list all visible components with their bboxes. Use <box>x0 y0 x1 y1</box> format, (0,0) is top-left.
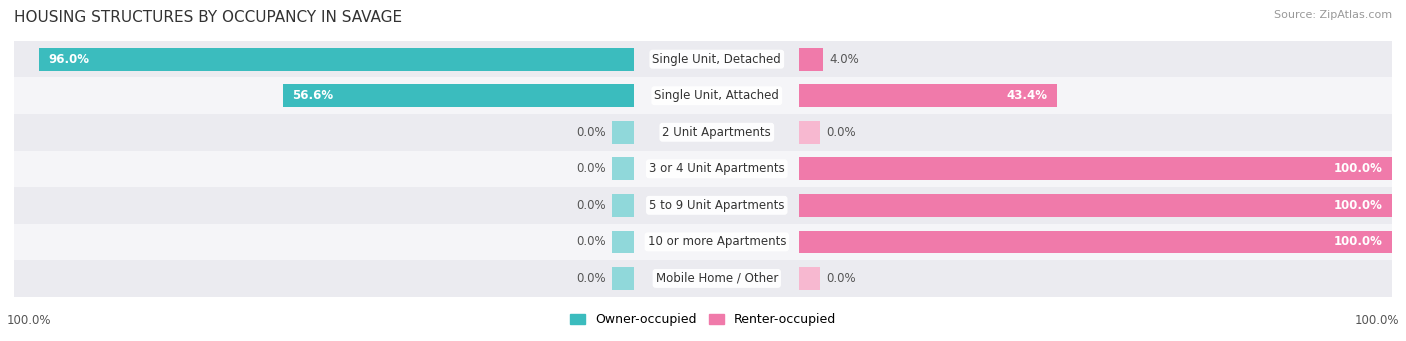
Text: Single Unit, Attached: Single Unit, Attached <box>654 89 779 102</box>
Text: 100.0%: 100.0% <box>1334 199 1384 212</box>
Text: 0.0%: 0.0% <box>827 272 856 285</box>
Bar <box>634 77 800 114</box>
Text: 100.0%: 100.0% <box>1354 314 1399 327</box>
Bar <box>800 114 1392 150</box>
Bar <box>800 267 820 290</box>
Bar <box>613 158 634 180</box>
Bar <box>14 150 634 187</box>
Text: 10 or more Apartments: 10 or more Apartments <box>648 235 786 248</box>
Text: 0.0%: 0.0% <box>576 162 606 175</box>
Bar <box>800 231 1392 253</box>
Text: Single Unit, Detached: Single Unit, Detached <box>652 53 782 66</box>
Bar <box>800 158 1392 180</box>
Text: 100.0%: 100.0% <box>7 314 52 327</box>
Text: 43.4%: 43.4% <box>1007 89 1047 102</box>
Bar <box>634 41 800 77</box>
Text: 100.0%: 100.0% <box>1334 162 1384 175</box>
Bar <box>800 85 1056 107</box>
Bar <box>800 194 1392 217</box>
Text: Source: ZipAtlas.com: Source: ZipAtlas.com <box>1274 10 1392 20</box>
Bar <box>14 77 634 114</box>
Bar <box>800 41 1392 77</box>
Text: 96.0%: 96.0% <box>48 53 89 66</box>
Bar <box>634 260 800 297</box>
Bar <box>283 85 634 107</box>
Bar <box>634 187 800 224</box>
Bar <box>800 121 820 144</box>
Text: 0.0%: 0.0% <box>576 272 606 285</box>
Bar <box>800 150 1392 187</box>
Text: HOUSING STRUCTURES BY OCCUPANCY IN SAVAGE: HOUSING STRUCTURES BY OCCUPANCY IN SAVAG… <box>14 10 402 25</box>
Bar <box>634 114 800 150</box>
Text: 0.0%: 0.0% <box>576 199 606 212</box>
Text: 0.0%: 0.0% <box>827 126 856 139</box>
Text: 5 to 9 Unit Apartments: 5 to 9 Unit Apartments <box>650 199 785 212</box>
Text: 56.6%: 56.6% <box>292 89 333 102</box>
Bar <box>634 150 800 187</box>
Text: 0.0%: 0.0% <box>576 235 606 248</box>
Text: 3 or 4 Unit Apartments: 3 or 4 Unit Apartments <box>650 162 785 175</box>
Bar <box>14 187 634 224</box>
Legend: Owner-occupied, Renter-occupied: Owner-occupied, Renter-occupied <box>565 308 841 331</box>
Bar <box>634 224 800 260</box>
Bar <box>613 231 634 253</box>
Bar <box>613 194 634 217</box>
Bar <box>800 77 1392 114</box>
Text: 0.0%: 0.0% <box>576 126 606 139</box>
Text: Mobile Home / Other: Mobile Home / Other <box>655 272 778 285</box>
Text: 4.0%: 4.0% <box>830 53 859 66</box>
Bar <box>14 224 634 260</box>
Text: 100.0%: 100.0% <box>1334 235 1384 248</box>
Bar <box>14 260 634 297</box>
Bar <box>14 41 634 77</box>
Bar <box>800 187 1392 224</box>
Bar <box>613 121 634 144</box>
Bar <box>800 224 1392 260</box>
Bar <box>14 114 634 150</box>
Bar <box>800 48 823 71</box>
Text: 2 Unit Apartments: 2 Unit Apartments <box>662 126 770 139</box>
Bar <box>39 48 634 71</box>
Bar <box>800 260 1392 297</box>
Bar <box>613 267 634 290</box>
